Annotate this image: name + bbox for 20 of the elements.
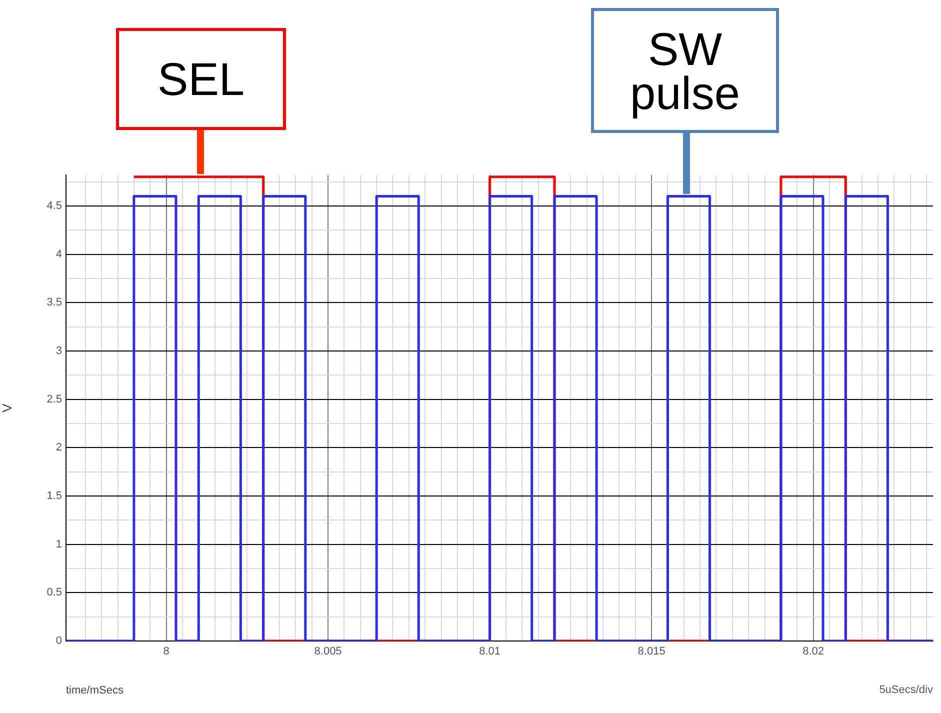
x-tick-label: 8 — [163, 646, 170, 658]
y-tick-label: 1.5 — [46, 490, 62, 502]
y-tick-label: 0 — [56, 635, 62, 648]
x-tick-label: 8.005 — [314, 646, 342, 658]
x-tick-label: 8.02 — [802, 646, 824, 658]
y-tick-label: 3.5 — [46, 296, 62, 309]
y-axis-title: V — [0, 403, 14, 412]
text: 5uSecs/div — [879, 684, 934, 696]
x-tick-label: 8.015 — [638, 646, 666, 658]
y-tick-label: 0.5 — [46, 586, 62, 599]
series-label: SW pulse — [629, 22, 741, 118]
y-tick-label: 2.5 — [46, 393, 62, 406]
x-axis-title: time/mSecs — [66, 684, 124, 696]
y-tick-label: 4.5 — [46, 200, 62, 212]
series-label: SEL — [158, 53, 244, 105]
y-tick-label: 1 — [56, 538, 62, 550]
y-tick-label: 2 — [56, 442, 62, 454]
x-tick-label: 8.01 — [479, 646, 501, 658]
y-tick-label: 3 — [56, 344, 62, 357]
y-tick-label: 4 — [56, 248, 62, 260]
